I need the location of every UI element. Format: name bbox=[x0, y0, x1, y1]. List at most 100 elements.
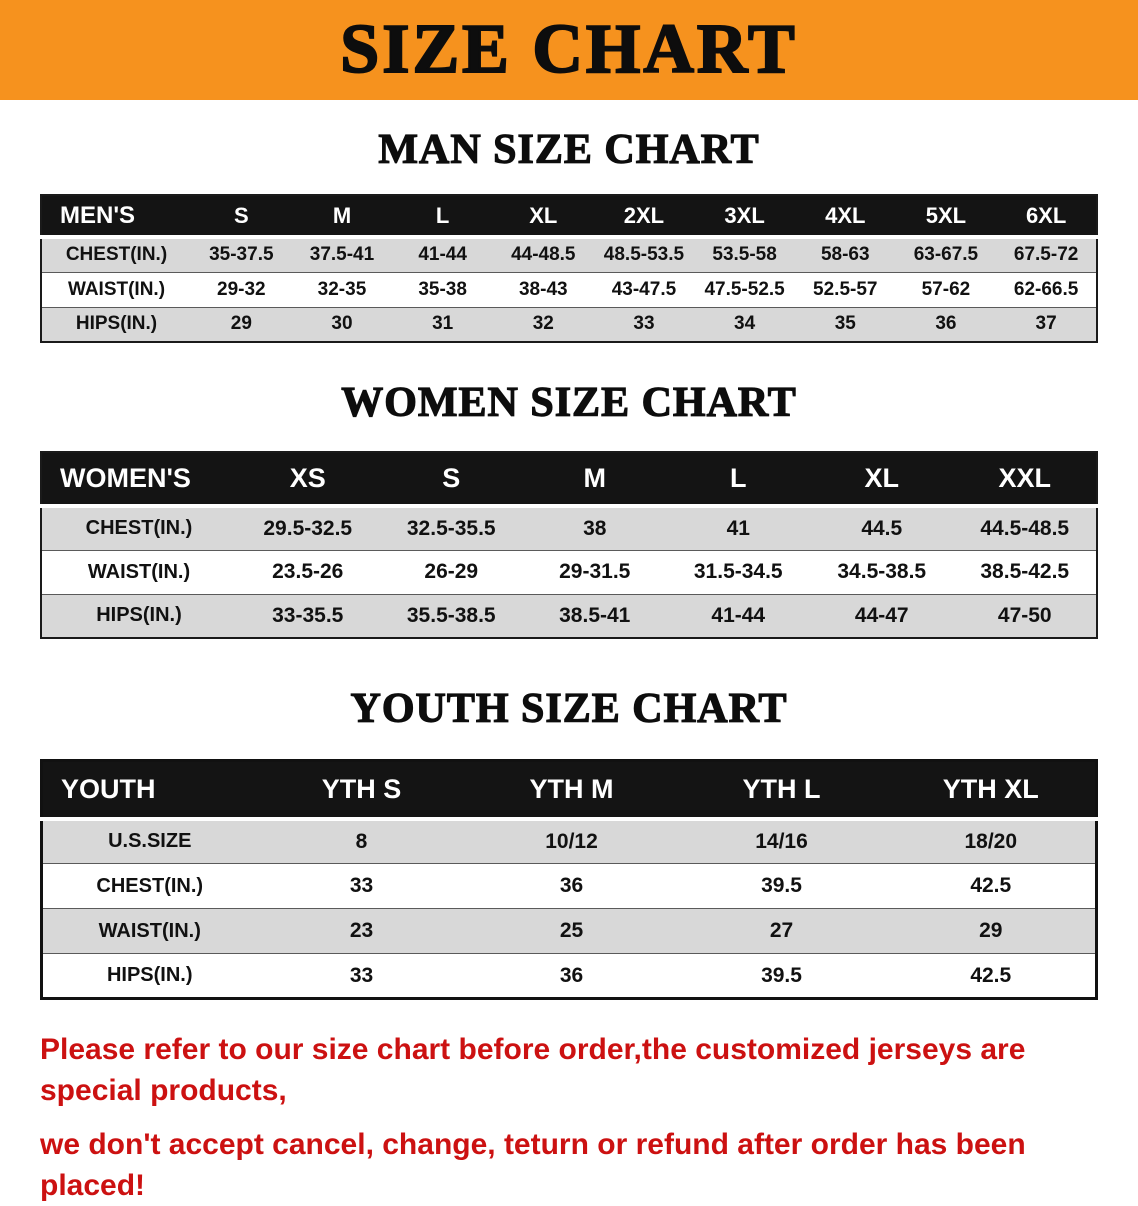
row-label-cell: HIPS(IN.) bbox=[41, 593, 236, 638]
cell: 34.5-38.5 bbox=[810, 549, 954, 594]
men-waist-row: WAIST(IN.) 29-32 32-35 35-38 38-43 43-47… bbox=[41, 271, 1097, 307]
cell: 37.5-41 bbox=[291, 236, 393, 272]
header-cell: M bbox=[291, 195, 393, 239]
row-label-cell: WAIST(IN.) bbox=[41, 549, 236, 594]
cell: 23 bbox=[256, 908, 467, 954]
notice-line-1: Please refer to our size chart before or… bbox=[40, 1033, 1026, 1107]
youth-header-row: YOUTH YTH S YTH M YTH L YTH XL bbox=[41, 760, 1097, 821]
men-section: MAN SIZE CHART MEN'S S M L XL 2XL 3XL 4X… bbox=[0, 126, 1138, 343]
cell: 37 bbox=[996, 306, 1097, 342]
cell: 38-43 bbox=[492, 271, 594, 307]
cell: 33 bbox=[256, 953, 467, 999]
women-waist-row: WAIST(IN.) 23.5-26 26-29 29-31.5 31.5-34… bbox=[41, 549, 1097, 594]
youth-chest-row: CHEST(IN.) 33 36 39.5 42.5 bbox=[41, 863, 1097, 909]
cell: 41-44 bbox=[666, 593, 810, 638]
cell: 35-38 bbox=[392, 271, 493, 307]
men-hips-row: HIPS(IN.) 29 30 31 32 33 34 35 36 37 bbox=[41, 306, 1097, 342]
cell: 58-63 bbox=[794, 236, 896, 272]
row-label-cell: CHEST(IN.) bbox=[41, 863, 257, 909]
women-section: WOMEN SIZE CHART WOMEN'S XS S M L XL XXL… bbox=[0, 379, 1138, 639]
youth-ussize-row: U.S.SIZE 8 10/12 14/16 18/20 bbox=[41, 818, 1097, 864]
youth-waist-row: WAIST(IN.) 23 25 27 29 bbox=[41, 908, 1097, 954]
row-label-cell: U.S.SIZE bbox=[41, 818, 257, 864]
cell: 36 bbox=[895, 306, 997, 342]
cell: 33 bbox=[593, 306, 695, 342]
youth-size-table: YOUTH YTH S YTH M YTH L YTH XL U.S.SIZE … bbox=[40, 759, 1098, 1000]
header-cell: L bbox=[666, 452, 810, 508]
cell: 36 bbox=[466, 953, 677, 999]
footer-notice: Please refer to our size chart before or… bbox=[40, 1030, 1102, 1206]
row-label-cell: CHEST(IN.) bbox=[41, 505, 236, 550]
cell: 14/16 bbox=[676, 818, 887, 864]
cell: 41-44 bbox=[392, 236, 493, 272]
cell: 48.5-53.5 bbox=[593, 236, 695, 272]
header-cell: WOMEN'S bbox=[41, 452, 236, 508]
cell: 43-47.5 bbox=[593, 271, 695, 307]
cell: 38 bbox=[523, 505, 667, 550]
cell: 39.5 bbox=[676, 953, 887, 999]
cell: 23.5-26 bbox=[236, 549, 380, 594]
cell: 35 bbox=[794, 306, 896, 342]
cell: 35.5-38.5 bbox=[379, 593, 523, 638]
cell: 29-32 bbox=[191, 271, 292, 307]
header-cell: 2XL bbox=[593, 195, 695, 239]
women-hips-row: HIPS(IN.) 33-35.5 35.5-38.5 38.5-41 41-4… bbox=[41, 593, 1097, 638]
header-cell: 5XL bbox=[895, 195, 997, 239]
cell: 29 bbox=[886, 908, 1097, 954]
cell: 62-66.5 bbox=[996, 271, 1097, 307]
women-size-table: WOMEN'S XS S M L XL XXL CHEST(IN.) 29.5-… bbox=[40, 451, 1098, 639]
header-cell: XL bbox=[810, 452, 954, 508]
header-cell: YTH M bbox=[466, 760, 677, 821]
women-header-row: WOMEN'S XS S M L XL XXL bbox=[41, 452, 1097, 508]
header-cell: 4XL bbox=[794, 195, 896, 239]
cell: 32-35 bbox=[291, 271, 393, 307]
women-section-heading: WOMEN SIZE CHART bbox=[341, 379, 797, 426]
cell: 29.5-32.5 bbox=[236, 505, 380, 550]
cell: 39.5 bbox=[676, 863, 887, 909]
youth-hips-row: HIPS(IN.) 33 36 39.5 42.5 bbox=[41, 953, 1097, 999]
header-cell: XS bbox=[236, 452, 380, 508]
row-label-cell: HIPS(IN.) bbox=[41, 306, 191, 342]
cell: 38.5-41 bbox=[523, 593, 667, 638]
row-label-cell: WAIST(IN.) bbox=[41, 271, 191, 307]
men-section-heading: MAN SIZE CHART bbox=[378, 126, 760, 173]
cell: 44.5-48.5 bbox=[953, 505, 1097, 550]
header-cell: YTH XL bbox=[886, 760, 1097, 821]
cell: 41 bbox=[666, 505, 810, 550]
cell: 26-29 bbox=[379, 549, 523, 594]
cell: 27 bbox=[676, 908, 887, 954]
header-cell: M bbox=[523, 452, 667, 508]
page-title: SIZE CHART bbox=[339, 10, 798, 89]
cell: 57-62 bbox=[895, 271, 997, 307]
cell: 38.5-42.5 bbox=[953, 549, 1097, 594]
cell: 42.5 bbox=[886, 863, 1097, 909]
header-cell: YTH S bbox=[256, 760, 467, 821]
cell: 8 bbox=[256, 818, 467, 864]
cell: 29 bbox=[191, 306, 292, 342]
header-cell: YTH L bbox=[676, 760, 887, 821]
cell: 63-67.5 bbox=[895, 236, 997, 272]
cell: 42.5 bbox=[886, 953, 1097, 999]
cell: 25 bbox=[466, 908, 677, 954]
cell: 44.5 bbox=[810, 505, 954, 550]
cell: 52.5-57 bbox=[794, 271, 896, 307]
row-label-cell: CHEST(IN.) bbox=[41, 236, 191, 272]
header-cell: 3XL bbox=[694, 195, 795, 239]
row-label-cell: WAIST(IN.) bbox=[41, 908, 257, 954]
men-header-row: MEN'S S M L XL 2XL 3XL 4XL 5XL 6XL bbox=[41, 195, 1097, 239]
cell: 53.5-58 bbox=[694, 236, 795, 272]
cell: 33-35.5 bbox=[236, 593, 380, 638]
cell: 67.5-72 bbox=[996, 236, 1097, 272]
men-chest-row: CHEST(IN.) 35-37.5 37.5-41 41-44 44-48.5… bbox=[41, 236, 1097, 272]
youth-section: YOUTH SIZE CHART YOUTH YTH S YTH M YTH L… bbox=[0, 685, 1138, 1000]
row-label-cell: HIPS(IN.) bbox=[41, 953, 257, 999]
cell: 44-47 bbox=[810, 593, 954, 638]
cell: 31.5-34.5 bbox=[666, 549, 810, 594]
cell: 35-37.5 bbox=[191, 236, 292, 272]
header-cell: XXL bbox=[953, 452, 1097, 508]
header-cell: MEN'S bbox=[41, 195, 191, 239]
banner: SIZE CHART bbox=[0, 0, 1138, 100]
youth-section-heading: YOUTH SIZE CHART bbox=[350, 685, 788, 732]
notice-line-2: we don't accept cancel, change, teturn o… bbox=[40, 1128, 1026, 1202]
women-chest-row: CHEST(IN.) 29.5-32.5 32.5-35.5 38 41 44.… bbox=[41, 505, 1097, 550]
